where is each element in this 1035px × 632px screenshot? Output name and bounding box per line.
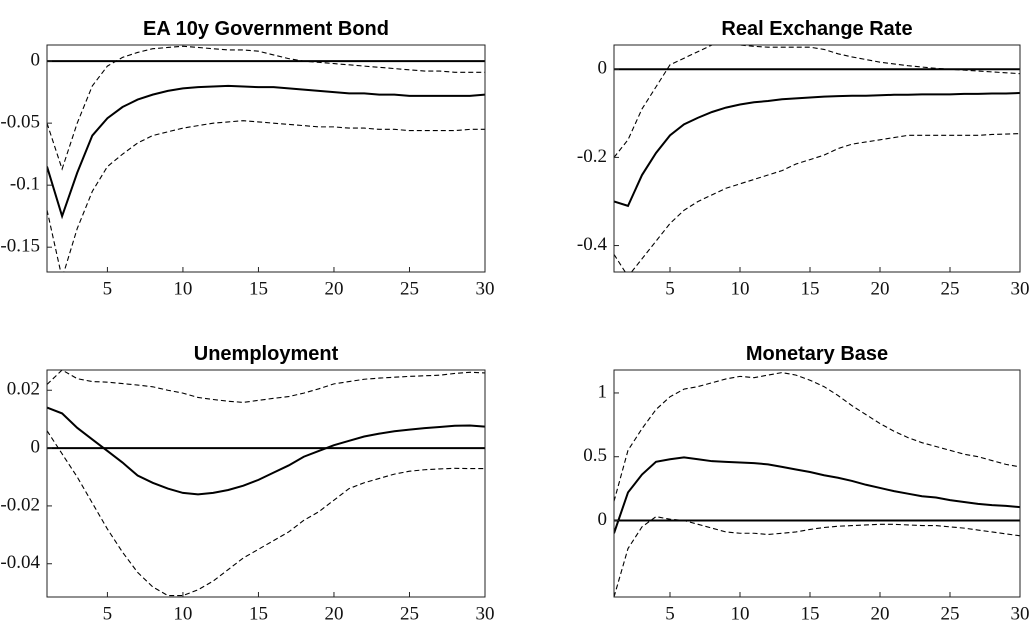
x-tick-label: 10	[731, 603, 750, 624]
x-tick-label: 15	[801, 278, 820, 299]
x-tick-label: 25	[941, 278, 960, 299]
response-line	[614, 456, 1020, 534]
x-tick-label: 20	[871, 603, 890, 624]
x-tick-label: 15	[801, 603, 820, 624]
x-tick-label: 30	[1011, 603, 1030, 624]
band-line	[614, 516, 1020, 597]
x-tick-label: 10	[173, 603, 192, 624]
axes-box	[46, 369, 486, 598]
y-tick-label: 0	[31, 49, 41, 70]
band-line	[47, 120, 485, 272]
plot-area	[614, 371, 1020, 597]
x-tick-label: 5	[103, 278, 113, 299]
x-tick-label: 20	[324, 603, 343, 624]
y-tick-label: 0.5	[583, 445, 607, 466]
x-tick-label: 5	[665, 603, 675, 624]
x-tick-label: 15	[249, 278, 268, 299]
chart-title: Unemployment	[194, 343, 339, 365]
x-tick-label: 30	[476, 603, 495, 624]
response-line	[614, 92, 1020, 208]
axes-box	[613, 44, 1021, 273]
axes-box	[46, 44, 486, 273]
y-tick-label: 0	[31, 436, 41, 457]
x-tick-label: 30	[476, 278, 495, 299]
response-line	[47, 406, 485, 496]
band-line	[614, 133, 1020, 272]
x-tick-label: 10	[173, 278, 192, 299]
response-line	[47, 84, 485, 220]
band-line	[614, 371, 1020, 502]
y-tick-label: -0.02	[0, 494, 40, 515]
plot-area	[47, 45, 485, 272]
x-tick-label: 25	[941, 603, 960, 624]
axes-box	[613, 369, 1021, 598]
chart-title: EA 10y Government Bond	[143, 18, 389, 40]
chart-title: Monetary Base	[746, 343, 888, 365]
band-line	[47, 370, 485, 403]
band-line	[614, 45, 1020, 158]
x-tick-label: 20	[871, 278, 890, 299]
x-tick-label: 5	[103, 603, 113, 624]
band-line	[47, 430, 485, 597]
y-tick-label: 0	[598, 509, 608, 530]
x-tick-label: 25	[400, 278, 419, 299]
x-tick-label: 25	[400, 603, 419, 624]
x-tick-label: 10	[731, 278, 750, 299]
y-tick-label: -0.4	[577, 234, 608, 255]
y-tick-label: 1	[598, 381, 608, 402]
y-tick-label: -0.1	[10, 174, 40, 195]
x-tick-label: 15	[249, 603, 268, 624]
y-tick-label: -0.15	[0, 236, 40, 257]
y-tick-label: 0.02	[7, 379, 40, 400]
band-line	[47, 45, 485, 171]
x-tick-label: 30	[1011, 278, 1030, 299]
x-tick-label: 5	[665, 278, 675, 299]
plot-area	[47, 370, 485, 597]
x-tick-label: 20	[324, 278, 343, 299]
plot-area	[614, 45, 1020, 272]
y-tick-label: -0.04	[0, 552, 40, 573]
chart-title: Real Exchange Rate	[721, 18, 912, 40]
y-tick-label: -0.2	[577, 146, 607, 167]
y-tick-label: -0.05	[0, 112, 40, 133]
y-tick-label: 0	[598, 58, 608, 79]
